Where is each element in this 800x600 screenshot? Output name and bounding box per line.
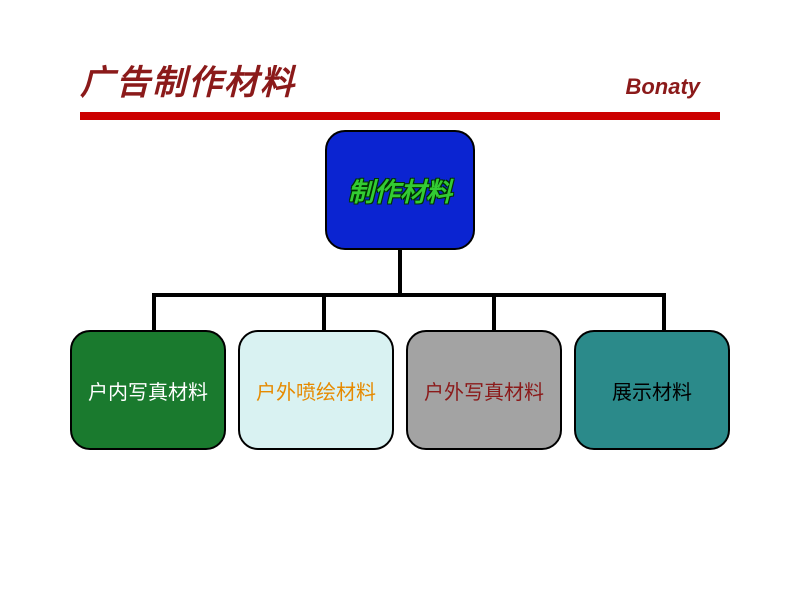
root-node: 制作材料 — [325, 130, 475, 250]
title-row: 广告制作材料 Bonaty — [80, 55, 720, 104]
child-label: 户内写真材料 — [88, 376, 208, 405]
child-node-display: 展示材料 — [574, 330, 730, 450]
title-underline — [80, 112, 720, 120]
child-node-outdoor-print: 户外喷绘材料 — [238, 330, 394, 450]
header: 广告制作材料 Bonaty — [0, 0, 800, 120]
child-label: 户外写真材料 — [424, 376, 544, 405]
child-label: 户外喷绘材料 — [256, 376, 376, 405]
brand-label: Bonaty — [625, 74, 720, 104]
child-node-indoor-photo: 户内写真材料 — [70, 330, 226, 450]
page-title: 广告制作材料 — [80, 55, 296, 104]
child-label: 展示材料 — [612, 376, 692, 405]
org-diagram: 制作材料 户内写真材料 户外喷绘材料 户外写真材料 展示材料 — [0, 120, 800, 600]
child-node-outdoor-photo: 户外写真材料 — [406, 330, 562, 450]
children-row: 户内写真材料 户外喷绘材料 户外写真材料 展示材料 — [0, 330, 800, 450]
root-label: 制作材料 — [348, 172, 452, 209]
